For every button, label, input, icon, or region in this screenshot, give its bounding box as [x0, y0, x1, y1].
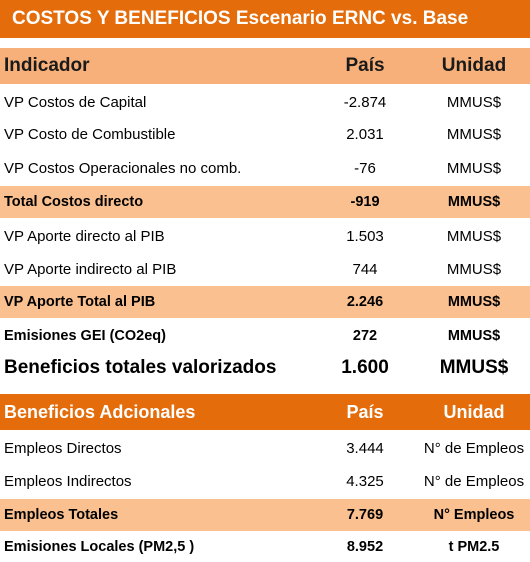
table-row: Empleos Directos 3.444 N° de Empleos [0, 432, 530, 464]
row-pais: 2.031 [346, 125, 384, 143]
row-unidad: MMUS$ [446, 227, 502, 245]
row-indicador: Empleos Indirectos [4, 472, 132, 490]
row-unidad: t PM2.5 [448, 539, 500, 555]
row-pais: 744 [352, 260, 378, 278]
row-pais: -919 [350, 194, 380, 210]
table-row: Emisiones GEI (CO2eq) 272 MMUS$ [0, 320, 530, 352]
row-indicador: VP Costos de Capital [4, 93, 147, 111]
table-row-summary: Beneficios totales valorizados 1.600 MMU… [0, 351, 530, 385]
table-row: Empleos Indirectos 4.325 N° de Empleos [0, 465, 530, 497]
header-indicador: Indicador [4, 55, 90, 76]
row-pais: -76 [354, 159, 376, 177]
row-unidad: N° Empleos [433, 507, 515, 523]
table2-header-row: Beneficios Adcionales País Unidad [0, 394, 530, 430]
row-unidad: MMUS$ [446, 125, 502, 143]
row-pais: 7.769 [346, 507, 384, 523]
row-unidad: MMUS$ [446, 159, 502, 177]
row-unidad: MMUS$ [446, 260, 502, 278]
table-row-total: Total Costos directo -919 MMUS$ [0, 186, 530, 218]
table-row-total: VP Aporte Total al PIB 2.246 MMUS$ [0, 286, 530, 318]
row-indicador: Beneficios totales valorizados [4, 357, 277, 378]
row-unidad: N° de Empleos [423, 472, 525, 490]
row-indicador: Total Costos directo [4, 194, 144, 210]
row-pais: 2.246 [346, 294, 384, 310]
row-indicador: Empleos Totales [4, 507, 119, 523]
row-unidad: MMUS$ [446, 93, 502, 111]
table-row: VP Aporte indirecto al PIB 744 MMUS$ [0, 253, 530, 285]
row-unidad: MMUS$ [447, 294, 501, 310]
table-row: Emisiones Locales (PM2,5 ) 8.952 t PM2.5 [0, 532, 530, 562]
header-pais: País [346, 401, 384, 422]
row-indicador: Emisiones GEI (CO2eq) [4, 328, 166, 344]
header-pais: País [345, 55, 385, 76]
header-unidad: Unidad [441, 55, 507, 76]
row-unidad: MMUS$ [447, 194, 501, 210]
row-indicador: VP Aporte indirecto al PIB [4, 260, 177, 278]
table-row: VP Costos de Capital -2.874 MMUS$ [0, 86, 530, 118]
row-pais: 272 [352, 328, 378, 344]
row-indicador: VP Costos Operacionales no comb. [4, 159, 242, 177]
row-indicador: Emisiones Locales (PM2,5 ) [4, 539, 195, 555]
row-indicador: Empleos Directos [4, 439, 122, 457]
header-beneficios: Beneficios Adcionales [4, 401, 196, 422]
row-pais: 4.325 [346, 472, 384, 490]
row-unidad: MMUS$ [447, 328, 501, 344]
row-unidad: N° de Empleos [423, 439, 525, 457]
table-row: VP Costos Operacionales no comb. -76 MMU… [0, 152, 530, 184]
table-title-bar: COSTOS Y BENEFICIOS Escenario ERNC vs. B… [0, 0, 530, 38]
table-row-total: Empleos Totales 7.769 N° Empleos [0, 499, 530, 531]
row-unidad: MMUS$ [439, 357, 509, 378]
row-pais: 8.952 [346, 539, 384, 555]
row-indicador: VP Aporte directo al PIB [4, 227, 165, 245]
table-row: VP Costo de Combustible 2.031 MMUS$ [0, 118, 530, 150]
row-pais: 1.600 [341, 357, 389, 378]
row-pais: -2.874 [343, 93, 387, 111]
row-pais: 3.444 [346, 439, 384, 457]
row-pais: 1.503 [346, 227, 384, 245]
table-row: VP Aporte directo al PIB 1.503 MMUS$ [0, 220, 530, 252]
page-title: COSTOS Y BENEFICIOS Escenario ERNC vs. B… [12, 8, 469, 29]
header-unidad: Unidad [443, 401, 505, 422]
table1-header-row: Indicador País Unidad [0, 48, 530, 84]
row-indicador: VP Aporte Total al PIB [4, 294, 156, 310]
row-indicador: VP Costo de Combustible [4, 125, 176, 143]
